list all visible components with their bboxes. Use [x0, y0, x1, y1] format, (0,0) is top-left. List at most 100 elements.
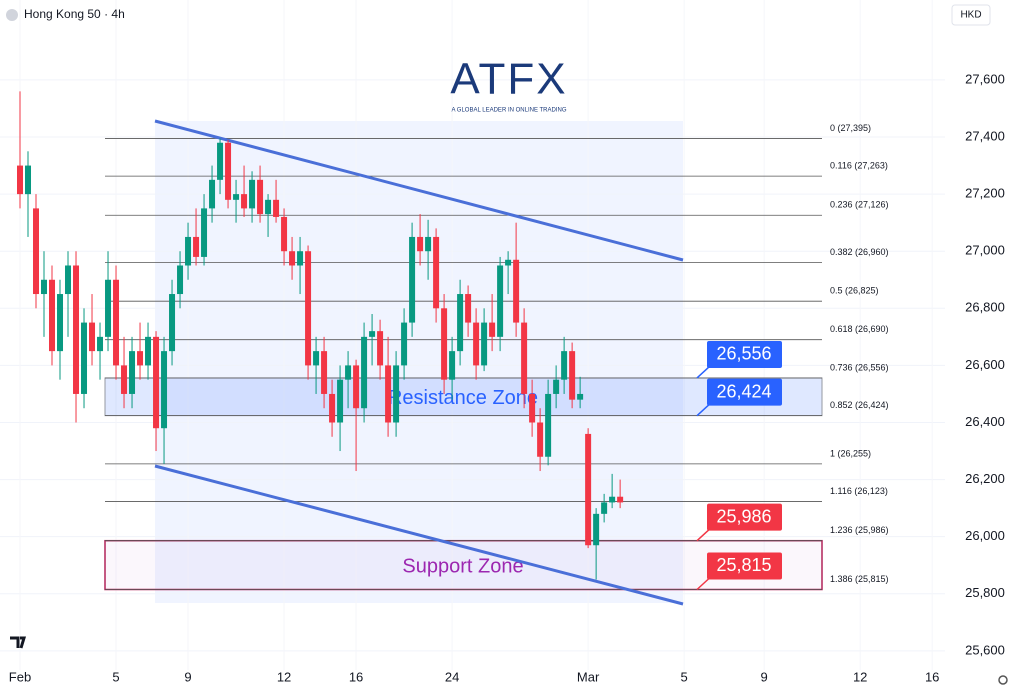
- candle-body: [537, 422, 544, 457]
- y-tick-label: 27,000: [965, 243, 1005, 258]
- candle-body: [17, 165, 24, 195]
- candle-body: [481, 322, 488, 366]
- fib-label: 0.852 (26,424): [830, 400, 889, 410]
- price-box: [707, 552, 782, 580]
- candle-body: [153, 336, 160, 429]
- x-tick-label: 16: [349, 669, 363, 684]
- fib-label: 0.5 (26,825): [830, 286, 879, 296]
- price-label: 26,556: [716, 344, 771, 364]
- price-box: [707, 378, 782, 406]
- x-tick-label: Mar: [577, 669, 600, 684]
- candle-body: [545, 393, 552, 457]
- candle-body: [33, 208, 40, 295]
- candle-body: [185, 236, 192, 266]
- candle-body: [289, 251, 296, 266]
- fib-label: 1 (26,255): [830, 448, 871, 458]
- zone-label: Support Zone: [402, 555, 523, 577]
- candle-body: [241, 194, 248, 209]
- candle-body: [297, 251, 304, 266]
- y-tick-label: 25,600: [965, 642, 1005, 657]
- candle-body: [457, 294, 464, 352]
- fib-label: 0 (27,395): [830, 123, 871, 133]
- candle-body: [137, 351, 144, 366]
- fib-label: 1.116 (26,123): [830, 486, 888, 496]
- fib-label: 1.386 (25,815): [830, 574, 889, 584]
- price-pointer: [696, 366, 710, 379]
- fib-label: 0.618 (26,690): [830, 324, 889, 334]
- candle-body: [305, 251, 312, 366]
- price-label: 25,986: [716, 506, 771, 526]
- candle-body: [489, 322, 496, 337]
- x-tick-label: 5: [681, 669, 688, 684]
- candle-body: [617, 496, 624, 503]
- fib-label: 1.236 (25,986): [830, 525, 889, 535]
- candle-body: [97, 336, 104, 352]
- candle-body: [601, 502, 608, 514]
- fib-label: 0.116 (27,263): [830, 161, 888, 171]
- price-label: 26,424: [716, 381, 771, 401]
- price-box: [707, 503, 782, 531]
- candle-body: [65, 265, 72, 295]
- candle-body: [329, 393, 336, 423]
- candle-body: [513, 259, 520, 323]
- candle-body: [585, 433, 592, 546]
- x-tick-label: 24: [445, 669, 459, 684]
- x-tick-label: 12: [277, 669, 291, 684]
- y-tick-label: 26,400: [965, 414, 1005, 429]
- candle-body: [73, 265, 80, 394]
- channel-upper: [154, 119, 684, 262]
- y-tick-label: 27,200: [965, 186, 1005, 201]
- y-tick-label: 26,000: [965, 528, 1005, 543]
- candle-body: [369, 331, 376, 337]
- symbol: Hong Kong 50 · 4h: [24, 7, 125, 21]
- candle-body: [177, 265, 184, 295]
- candle-body: [257, 179, 264, 215]
- y-tick-label: 26,800: [965, 300, 1005, 315]
- logo-tagline: A GLOBAL LEADER IN ONLINE TRADING: [451, 108, 566, 114]
- candle-body: [345, 365, 352, 380]
- candle-body: [57, 294, 64, 352]
- y-tick-label: 26,200: [965, 471, 1005, 486]
- candle-body: [321, 351, 328, 394]
- candle-body: [417, 236, 424, 252]
- candle-body: [529, 393, 536, 423]
- candle-body: [505, 259, 512, 266]
- candle-body: [393, 365, 400, 423]
- y-tick-label: 27,400: [965, 128, 1005, 143]
- x-tick-label: 9: [761, 669, 768, 684]
- candle-body: [361, 336, 368, 409]
- candle-body: [521, 322, 528, 394]
- candle-body: [441, 308, 448, 380]
- candle-body: [209, 179, 216, 209]
- candle-body: [553, 379, 560, 394]
- candle-body: [593, 513, 600, 546]
- candle-body: [113, 279, 120, 366]
- candle-body: [121, 365, 128, 394]
- x-tick-label: 9: [184, 669, 191, 684]
- candle-body: [217, 142, 224, 180]
- candle-body: [273, 199, 280, 217]
- candle-body: [609, 496, 616, 503]
- candle-body: [465, 294, 472, 323]
- candle-body: [169, 294, 176, 352]
- candle-body: [433, 236, 440, 309]
- candle-body: [353, 365, 360, 409]
- channel-lower: [154, 464, 684, 606]
- tv-logo: [10, 636, 27, 649]
- currency: HKD: [960, 10, 981, 21]
- candle-body: [145, 336, 152, 366]
- candle-body: [89, 322, 96, 352]
- price-pointer: [696, 404, 710, 417]
- candle-body: [249, 179, 256, 209]
- candle-body: [377, 331, 384, 366]
- candle-body: [385, 365, 392, 423]
- price-box: [707, 340, 782, 368]
- settings-icon[interactable]: [998, 675, 1008, 685]
- y-tick-label: 27,600: [965, 71, 1005, 86]
- candle-body: [281, 216, 288, 252]
- logo: ATFX: [450, 55, 567, 104]
- candle-body: [225, 142, 232, 200]
- candle-body: [41, 279, 48, 295]
